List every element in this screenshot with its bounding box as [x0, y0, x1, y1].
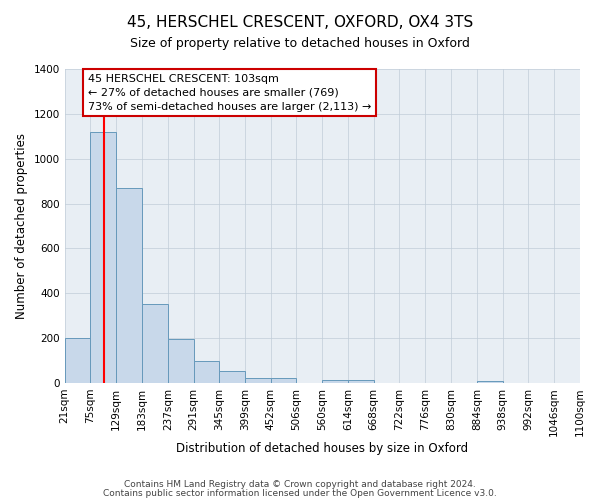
Bar	[142, 304, 168, 383]
Bar	[194, 360, 220, 383]
Y-axis label: Number of detached properties: Number of detached properties	[15, 133, 28, 319]
Text: Contains public sector information licensed under the Open Government Licence v3: Contains public sector information licen…	[103, 488, 497, 498]
Bar	[322, 380, 348, 383]
Bar	[220, 370, 245, 383]
Text: Contains HM Land Registry data © Crown copyright and database right 2024.: Contains HM Land Registry data © Crown c…	[124, 480, 476, 489]
Bar	[245, 378, 271, 383]
Bar	[348, 380, 374, 383]
Bar	[116, 188, 142, 383]
Bar	[271, 378, 296, 383]
Text: 45 HERSCHEL CRESCENT: 103sqm
← 27% of detached houses are smaller (769)
73% of s: 45 HERSCHEL CRESCENT: 103sqm ← 27% of de…	[88, 74, 371, 112]
Text: 45, HERSCHEL CRESCENT, OXFORD, OX4 3TS: 45, HERSCHEL CRESCENT, OXFORD, OX4 3TS	[127, 15, 473, 30]
Bar	[91, 132, 116, 383]
Text: Size of property relative to detached houses in Oxford: Size of property relative to detached ho…	[130, 38, 470, 51]
Bar	[65, 338, 91, 383]
Bar	[168, 339, 194, 383]
X-axis label: Distribution of detached houses by size in Oxford: Distribution of detached houses by size …	[176, 442, 469, 455]
Bar	[477, 380, 503, 383]
